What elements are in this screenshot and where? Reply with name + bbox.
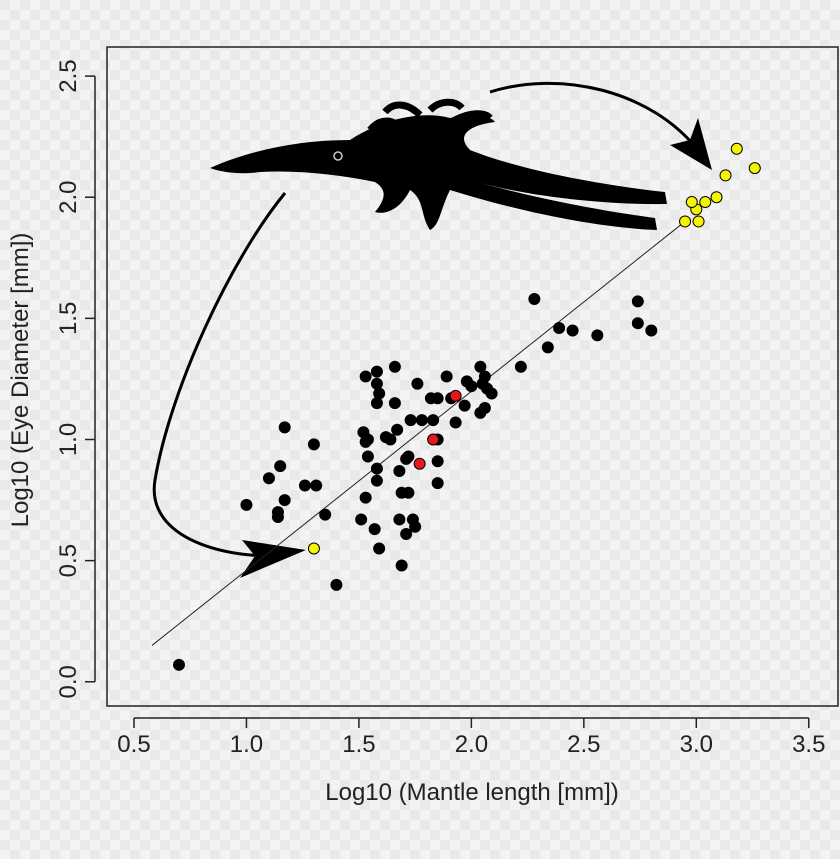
data-point xyxy=(699,196,712,209)
data-point xyxy=(566,324,579,337)
data-point xyxy=(393,513,406,526)
data-point xyxy=(679,215,692,228)
data-point xyxy=(427,414,440,427)
squid-illustration xyxy=(152,81,712,578)
y-tick-label: 2.0 xyxy=(55,181,82,214)
data-point xyxy=(298,479,311,492)
data-point xyxy=(431,392,444,405)
data-point xyxy=(307,542,320,555)
data-point xyxy=(359,491,372,504)
data-point xyxy=(710,191,723,204)
data-point xyxy=(307,438,320,451)
y-tick-label: 0.0 xyxy=(55,665,82,698)
data-point xyxy=(431,455,444,468)
data-point xyxy=(373,387,386,400)
data-point xyxy=(368,523,381,536)
data-point xyxy=(359,370,372,383)
data-point xyxy=(278,421,291,434)
data-point xyxy=(310,479,323,492)
x-tick-label: 3.5 xyxy=(792,731,825,758)
data-point xyxy=(370,365,383,378)
fit-line xyxy=(151,221,686,646)
data-point xyxy=(400,527,413,540)
data-point xyxy=(388,397,401,410)
data-point xyxy=(719,169,732,182)
data-point xyxy=(413,457,426,470)
data-point xyxy=(474,406,487,419)
data-point xyxy=(391,423,404,436)
data-point xyxy=(748,162,761,175)
data-point xyxy=(591,329,604,342)
data-point xyxy=(395,559,408,572)
data-point xyxy=(361,450,374,463)
data-point xyxy=(393,464,406,477)
data-point xyxy=(271,511,284,524)
data-point xyxy=(409,520,422,533)
data-point xyxy=(319,508,332,521)
x-tick-label: 0.5 xyxy=(117,731,150,758)
data-point xyxy=(274,460,287,473)
data-point xyxy=(172,658,185,671)
data-point xyxy=(427,433,440,446)
data-point xyxy=(370,474,383,487)
y-tick-label: 1.5 xyxy=(55,302,82,335)
data-point xyxy=(402,486,415,499)
x-tick-label: 3.0 xyxy=(680,731,713,758)
data-point xyxy=(240,498,253,511)
data-point xyxy=(330,578,343,591)
data-point xyxy=(458,399,471,412)
data-point xyxy=(404,414,417,427)
data-point xyxy=(553,322,566,335)
data-point xyxy=(685,196,698,209)
data-point xyxy=(384,433,397,446)
data-point xyxy=(370,397,383,410)
data-point xyxy=(431,477,444,490)
data-point xyxy=(370,377,383,390)
data-point xyxy=(262,472,275,485)
x-tick-label: 1.5 xyxy=(342,731,375,758)
data-point xyxy=(449,416,462,429)
data-point xyxy=(361,433,374,446)
data-point xyxy=(485,387,498,400)
data-point xyxy=(528,292,541,305)
x-tick-label: 1.0 xyxy=(230,731,263,758)
data-point xyxy=(370,462,383,475)
data-point xyxy=(449,389,462,402)
plot-frame xyxy=(106,46,839,707)
y-axis-label: Log10 (Eye Diameter [mm]) xyxy=(7,233,34,528)
data-point xyxy=(411,377,424,390)
data-point xyxy=(474,360,487,373)
data-point xyxy=(645,324,658,337)
data-point xyxy=(631,317,644,330)
x-tick-label: 2.5 xyxy=(567,731,600,758)
data-point xyxy=(514,360,527,373)
data-point xyxy=(440,370,453,383)
data-point xyxy=(631,295,644,308)
data-point xyxy=(388,360,401,373)
y-tick-label: 2.5 xyxy=(55,59,82,92)
data-point xyxy=(355,513,368,526)
data-point xyxy=(415,414,428,427)
data-point xyxy=(541,341,554,354)
data-point xyxy=(400,452,413,465)
data-point xyxy=(373,542,386,555)
data-point xyxy=(278,494,291,507)
x-axis-label: Log10 (Mantle length [mm]) xyxy=(325,779,618,806)
y-tick-label: 0.5 xyxy=(55,544,82,577)
y-tick-label: 1.0 xyxy=(55,423,82,456)
data-point xyxy=(692,215,705,228)
x-tick-label: 2.0 xyxy=(455,731,488,758)
data-point xyxy=(460,375,473,388)
data-point xyxy=(730,142,743,155)
